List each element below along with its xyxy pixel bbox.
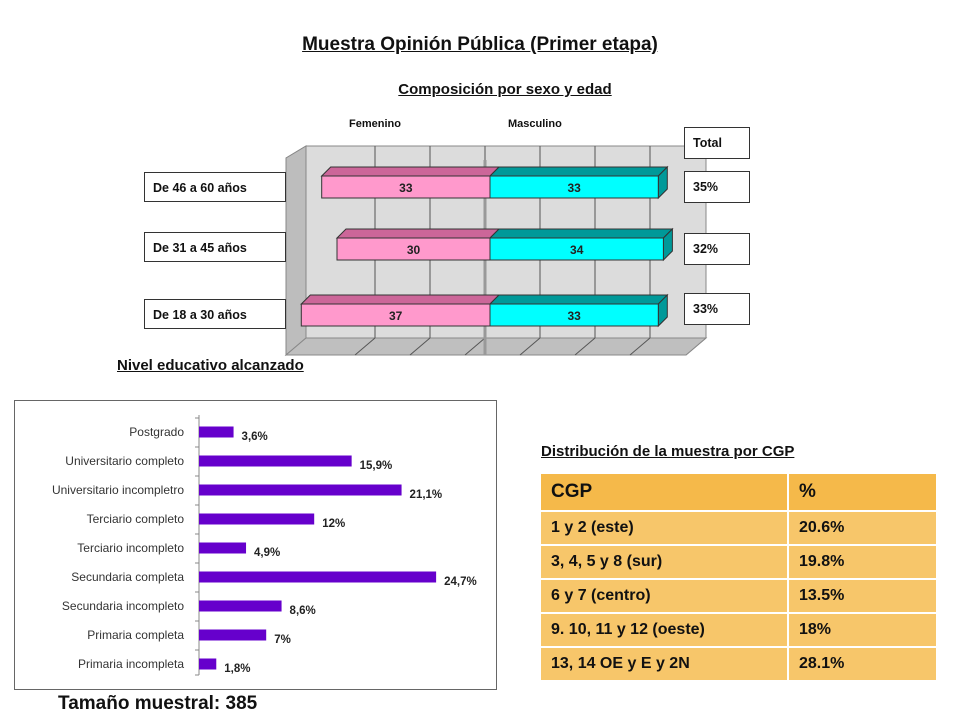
sample-size: Tamaño muestral: 385 [58,693,258,714]
bar [199,629,267,641]
cgp-cell-name: 9. 10, 11 y 12 (oeste) [539,612,789,648]
bar [199,571,437,583]
grid-line [629,337,651,356]
data-label-femenino: 37 [389,309,403,323]
bar [199,455,352,467]
cgp-header-cgp: CGP [539,472,789,512]
legend-masculino: Masculino [508,118,562,130]
cgp-cell-name: 1 y 2 (este) [539,510,789,546]
bar [199,658,217,670]
total-header: Total [684,127,750,159]
bar-masculino-top [488,166,669,177]
data-label: 24,7% [444,576,477,588]
data-label-femenino: 33 [399,181,413,195]
cgp-title: Distribución de la muestra por CGP [541,443,795,460]
category-label: Universitario completo [65,454,184,468]
data-label-masculino: 33 [567,181,581,195]
bar-femenino-top [320,166,501,177]
bar [199,600,282,612]
category-label: Primaria incompleta [78,657,184,671]
sex-age-chart: 33 33 30 34 37 33 [284,145,708,357]
bar [199,542,247,554]
age-label-31-45: De 31 a 45 años [144,232,286,262]
cgp-cell-name: 6 y 7 (centro) [539,578,789,614]
bar-masculino [489,303,659,327]
data-label-masculino: 34 [570,243,584,257]
data-label: 3,6% [242,431,268,443]
cgp-cell-pct: 20.6% [787,510,938,546]
sex-age-chart-title: Composición por sexo y edad [398,81,612,98]
cgp-cell-pct: 19.8% [787,544,938,580]
data-label-masculino: 33 [567,309,581,323]
grid-line [354,337,376,356]
cgp-cell-pct: 28.1% [787,646,938,682]
data-label-femenino: 30 [407,243,421,257]
data-label: 21,1% [410,489,443,501]
data-label: 4,9% [254,547,280,559]
data-label: 7% [274,634,291,646]
legend-femenino: Femenino [349,118,401,130]
bar [199,484,402,496]
bar-masculino-top [488,294,669,305]
page-title: Muestra Opinión Pública (Primer etapa) [302,34,658,55]
bar [199,513,315,525]
grid-line [574,337,596,356]
cgp-cell-name: 13, 14 OE y E y 2N [539,646,789,682]
category-label: Universitario incompletro [52,483,184,497]
education-chart-frame: Postgrado 3,6% Universitario completo 15,9%… [14,400,497,690]
bar-femenino-top [335,228,501,239]
table-row: 3, 4, 5 y 8 (sur) 19.8% [539,544,938,580]
category-label: Postgrado [129,425,184,439]
cgp-table: CGP % 1 y 2 (este) 20.6% 3, 4, 5 y 8 (su… [539,472,938,682]
cgp-cell-name: 3, 4, 5 y 8 (sur) [539,544,789,580]
category-label: Secundaria incompleto [62,599,184,613]
data-label: 12% [322,518,345,530]
cgp-cell-pct: 13.5% [787,578,938,614]
category-label: Terciario incompleto [77,541,184,555]
data-label: 1,8% [224,663,250,675]
grid-line [519,337,541,356]
table-row: 1 y 2 (este) 20.6% [539,510,938,546]
cgp-header-row: CGP % [539,472,938,512]
table-row: 13, 14 OE y E y 2N 28.1% [539,646,938,682]
bar-masculino-top [488,228,674,239]
age-label-46-60: De 46 a 60 años [144,172,286,202]
education-title: Nivel educativo alcanzado [117,357,304,374]
total-18-30: 33% [684,293,750,325]
data-label: 8,6% [290,605,316,617]
bar-masculino [489,237,664,261]
category-label: Primaria completa [87,628,184,642]
table-row: 9. 10, 11 y 12 (oeste) 18% [539,612,938,648]
bar-femenino-top [300,294,501,305]
bar [199,426,234,438]
age-label-18-30: De 18 a 30 años [144,299,286,329]
cgp-header-pct: % [787,472,938,512]
total-31-45: 32% [684,233,750,265]
grid-line [409,337,431,356]
total-46-60: 35% [684,171,750,203]
table-row: 6 y 7 (centro) 13.5% [539,578,938,614]
education-chart: Postgrado 3,6% Universitario completo 15,9%… [52,415,477,676]
grid-line [464,337,486,356]
category-label: Secundaria completa [71,570,184,584]
category-label: Terciario completo [87,512,185,526]
cgp-cell-pct: 18% [787,612,938,648]
data-label: 15,9% [360,460,393,472]
bar-masculino [489,175,659,199]
